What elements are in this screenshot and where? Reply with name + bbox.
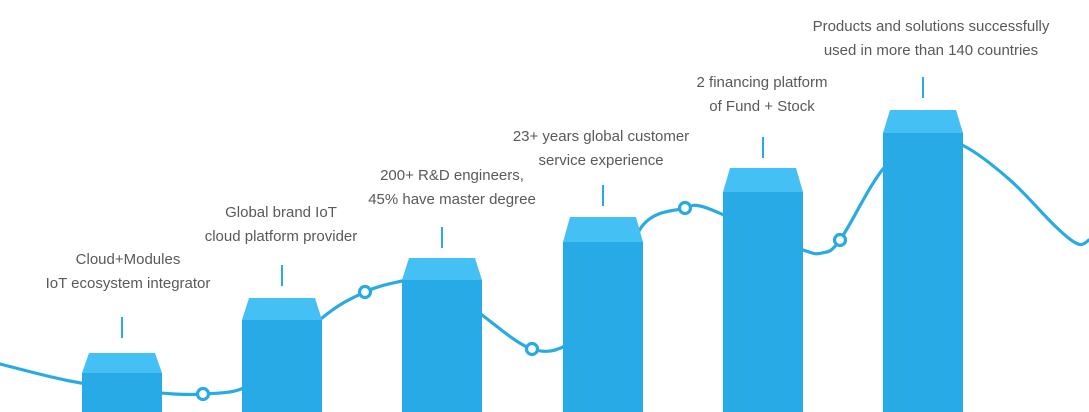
line-marker-3 <box>524 341 540 357</box>
milestone-label-3-line1: 200+ R&D engineers, <box>380 167 524 184</box>
milestone-label-1-line1: Cloud+Modules <box>75 251 181 268</box>
bar-top-face-3 <box>402 258 482 280</box>
bar-top-face-2 <box>242 298 322 320</box>
bar-column-1 <box>82 373 162 412</box>
milestone-label-4-line1: 23+ years global customer <box>512 128 690 145</box>
bar-column-2 <box>242 320 322 412</box>
milestone-label-3-line2: 45% have master degree <box>368 191 536 208</box>
bar-top-face-4 <box>563 217 643 242</box>
milestone-label-4: 23+ years global customer service experi… <box>451 125 751 173</box>
milestone-label-1-line2: IoT ecosystem integrator <box>45 275 211 292</box>
milestone-label-3: 200+ R&D engineers, 45% have master degr… <box>302 164 602 212</box>
milestone-label-2: Global brand IoT cloud platform provider <box>131 201 431 249</box>
milestone-label-5-line1: 2 financing platform <box>696 74 828 91</box>
milestone-label-5-line2: of Fund + Stock <box>709 98 815 115</box>
line-marker-5 <box>832 232 848 248</box>
bar-column-3 <box>402 280 482 412</box>
bar-column-4 <box>563 242 643 412</box>
milestone-label-1: Cloud+Modules IoT ecosystem integrator <box>0 248 278 296</box>
bar-top-face-6 <box>883 110 963 133</box>
milestone-label-2-line1: Global brand IoT <box>225 204 337 221</box>
line-marker-1 <box>195 386 211 402</box>
milestone-label-6: Products and solutions successfully used… <box>781 15 1081 63</box>
line-marker-2 <box>357 284 373 300</box>
milestone-label-5: 2 financing platform of Fund + Stock <box>612 71 912 119</box>
milestone-label-6-line1: Products and solutions successfully <box>812 18 1050 35</box>
milestone-label-4-line2: service experience <box>538 152 664 169</box>
bar-column-5 <box>723 192 803 412</box>
bar-top-face-1 <box>82 353 162 373</box>
bar-top-face-5 <box>723 168 803 192</box>
milestone-label-6-line2: used in more than 140 countries <box>823 42 1039 59</box>
milestone-label-2-line2: cloud platform provider <box>204 228 358 245</box>
line-marker-4 <box>677 200 693 216</box>
bar-column-6 <box>883 133 963 412</box>
